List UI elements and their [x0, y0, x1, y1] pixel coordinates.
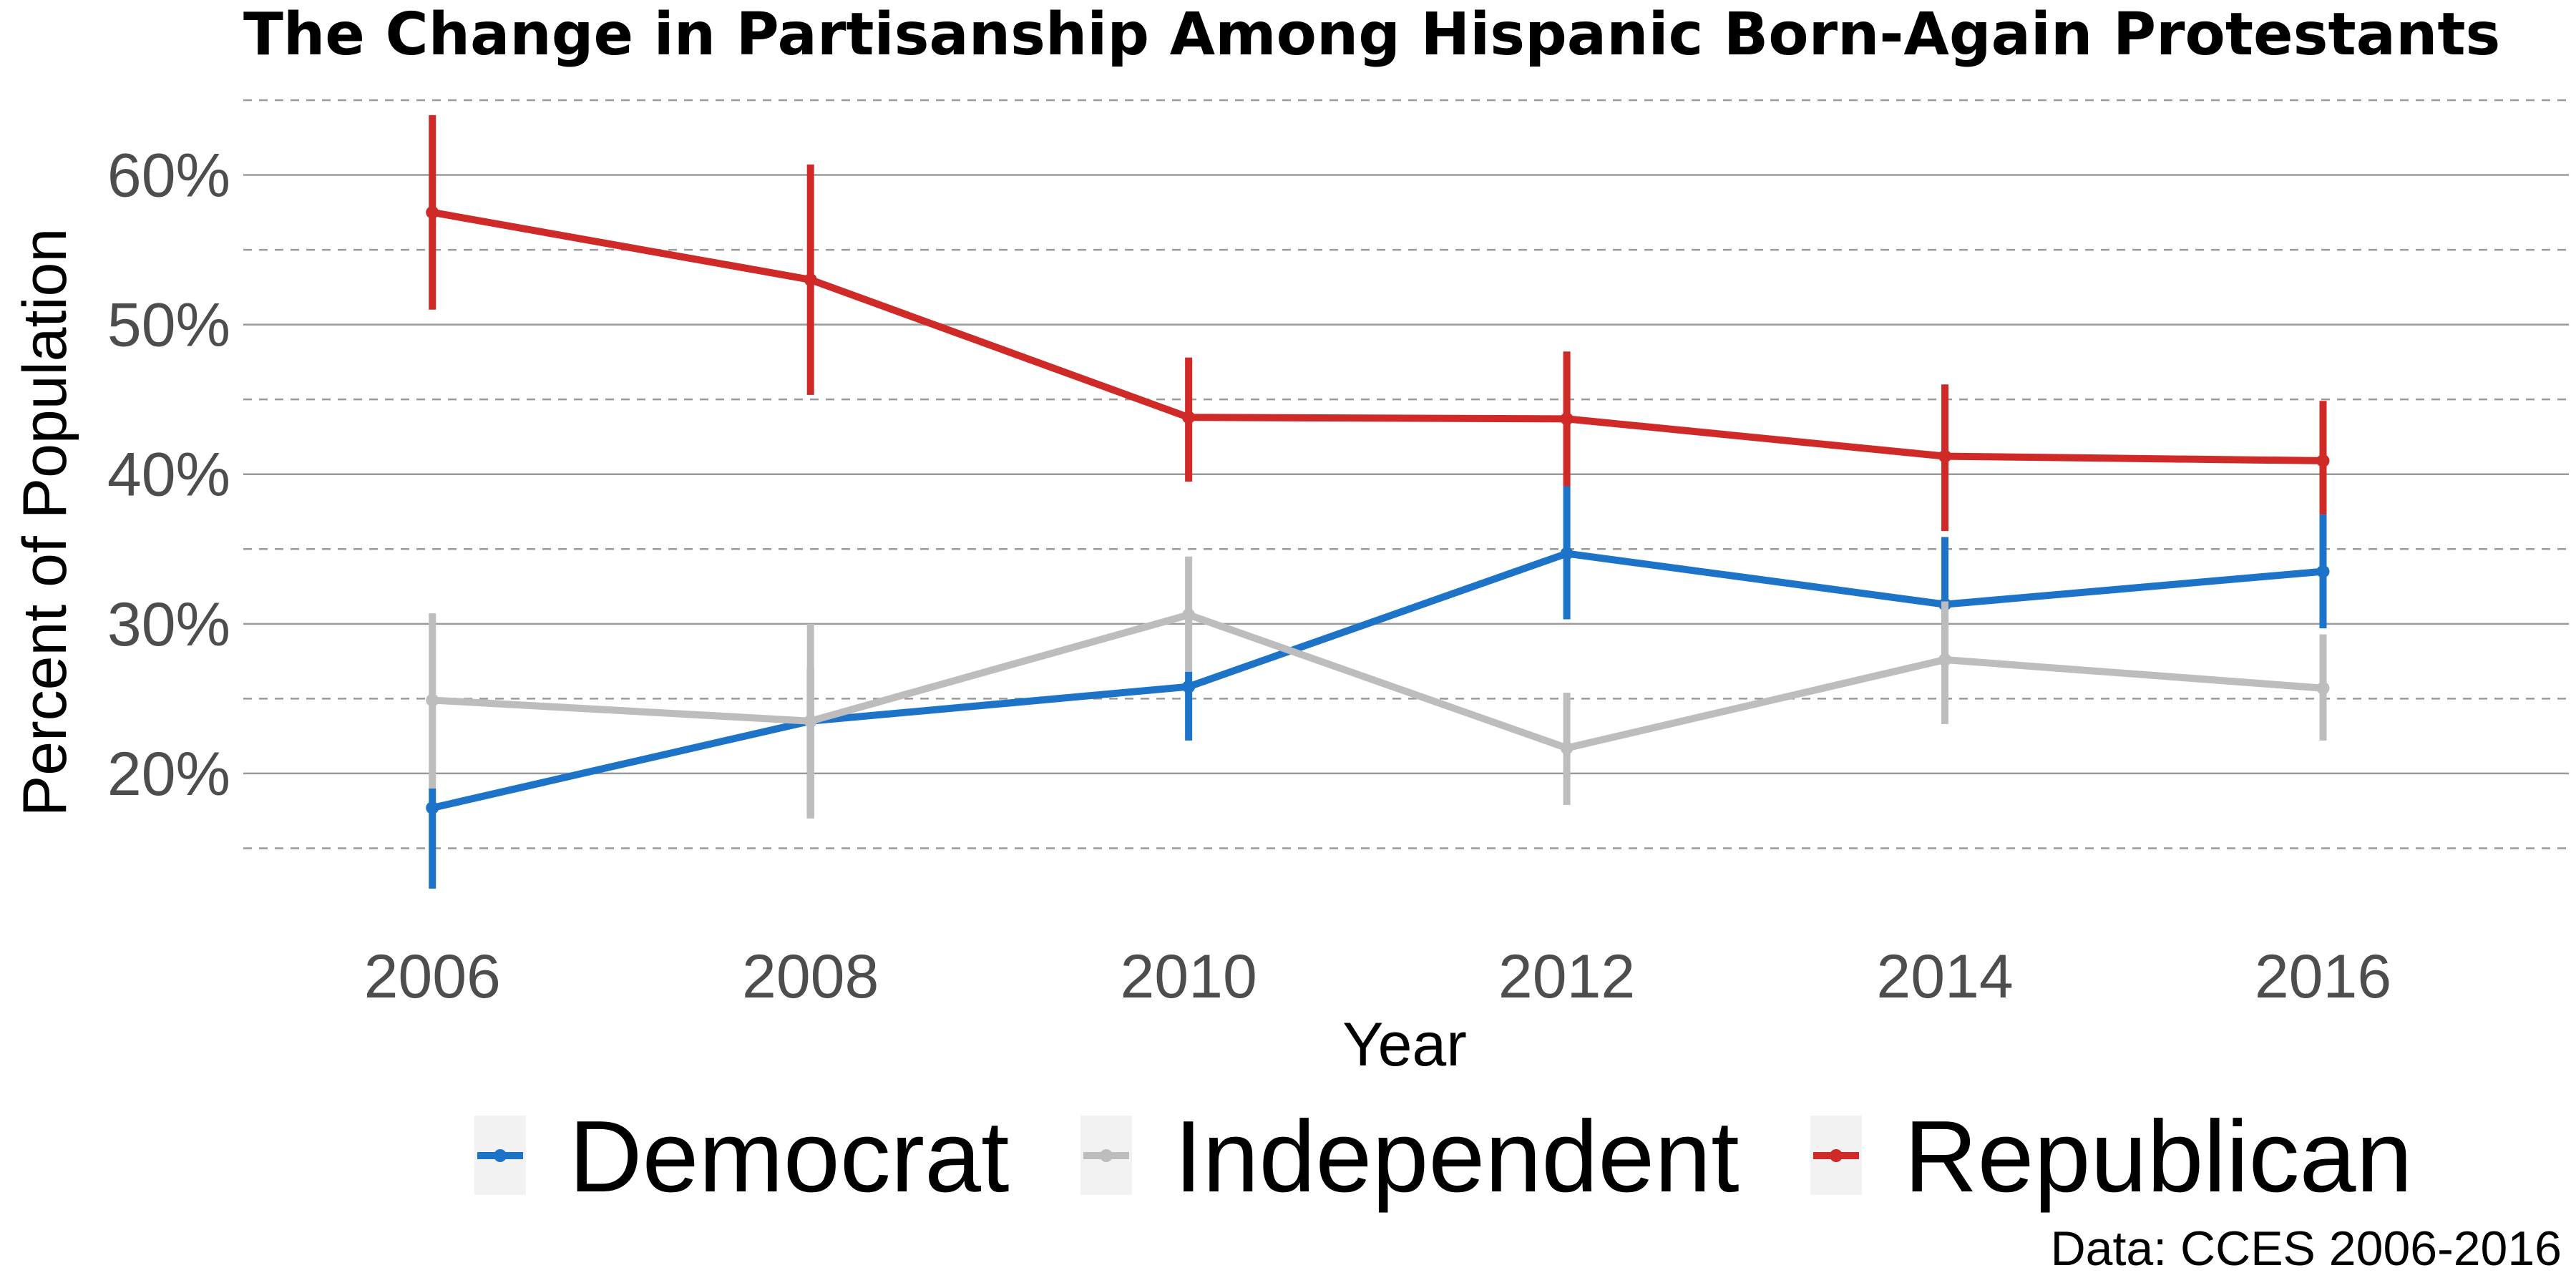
- x-axis-title: Year: [1342, 1010, 1467, 1079]
- legend-item-democrat: Democrat: [474, 1100, 1010, 1214]
- gridlines: [243, 99, 2569, 849]
- legend-label-democrat: Democrat: [569, 1100, 1010, 1214]
- legend-key-point: [494, 1149, 507, 1162]
- data-point-republican: [1938, 449, 1952, 463]
- data-point-independent: [426, 693, 439, 707]
- y-tick-label: 60%: [107, 142, 230, 210]
- legend-label-independent: Independent: [1174, 1100, 1740, 1214]
- x-tick-label: 2012: [1498, 942, 1635, 1011]
- data-point-democrat: [1560, 547, 1574, 560]
- caption: Data: CCES 2006-2016: [2051, 1221, 2562, 1276]
- legend-key-point: [1830, 1149, 1843, 1162]
- legend: Democrat Independent Republican: [474, 1100, 2413, 1214]
- data-point-republican: [1560, 412, 1574, 426]
- data-point-republican: [426, 205, 439, 219]
- y-tick-label: 20%: [107, 740, 230, 809]
- x-tick-label: 2006: [364, 942, 501, 1011]
- data-point-independent: [1938, 653, 1952, 666]
- data-point-democrat: [1182, 680, 1196, 693]
- series-line-republican: [431, 208, 2323, 464]
- x-tick-label: 2016: [2255, 942, 2391, 1011]
- y-tick-label: 50%: [107, 291, 230, 360]
- legend-key-point: [1100, 1149, 1113, 1162]
- series: [426, 114, 2330, 889]
- data-point-independent: [2316, 681, 2330, 695]
- series-line-democrat: [431, 550, 2323, 811]
- y-tick-label: 40%: [107, 441, 230, 509]
- legend-item-independent: Independent: [1080, 1100, 1740, 1214]
- data-point-democrat: [2316, 565, 2330, 578]
- series-democrat: [426, 486, 2330, 889]
- data-point-democrat: [426, 801, 439, 814]
- y-axis-title: Percent of Population: [11, 228, 79, 816]
- x-tick-label: 2010: [1120, 942, 1257, 1011]
- x-tick-label: 2008: [742, 942, 879, 1011]
- data-point-republican: [1182, 411, 1196, 424]
- chart-title: The Change in Partisanship Among Hispani…: [243, 1, 2500, 69]
- data-point-independent: [1560, 741, 1574, 755]
- x-axis-ticks: 2006 2008 2010 2012 2014 2016: [364, 942, 2392, 1011]
- data-point-republican: [804, 273, 817, 286]
- series-independent: [426, 556, 2330, 819]
- y-axis-ticks: 20% 30% 40% 50% 60%: [107, 142, 230, 809]
- data-point-republican: [2316, 454, 2330, 467]
- legend-label-republican: Republican: [1904, 1100, 2413, 1214]
- series-republican: [426, 114, 2330, 532]
- data-point-independent: [804, 714, 817, 728]
- series-line-independent: [431, 611, 2323, 752]
- y-tick-label: 30%: [107, 590, 230, 659]
- legend-item-republican: Republican: [1810, 1100, 2413, 1214]
- x-tick-label: 2014: [1876, 942, 2013, 1011]
- data-point-independent: [1182, 608, 1196, 622]
